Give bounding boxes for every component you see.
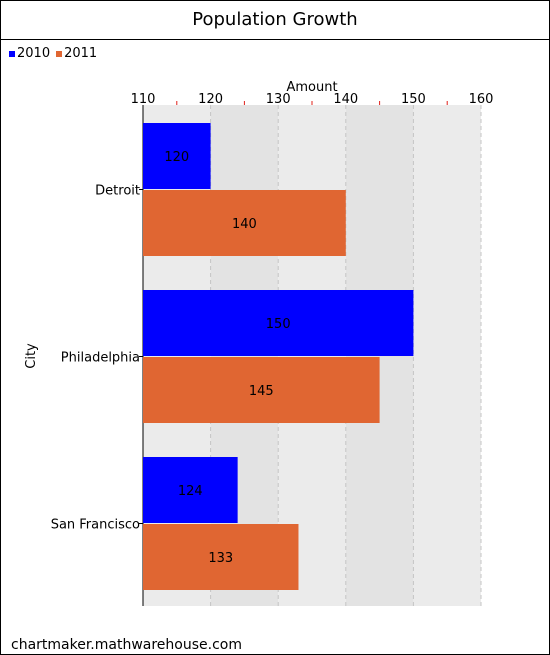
category-label-detroit: Detroit	[95, 184, 140, 199]
bar-philadelphia-2010	[143, 290, 414, 356]
category-label-san-francisco: San Francisco	[51, 518, 140, 533]
bar-philadelphia-2011	[143, 357, 380, 423]
x-tick-label-160: 160	[469, 92, 494, 107]
category-label-philadelphia: Philadelphia	[61, 351, 140, 366]
bar-label-philadelphia-2011: 145	[249, 384, 274, 399]
legend-label-2011: 2011	[64, 46, 98, 61]
legend-item-2010: 2010	[9, 46, 50, 61]
legend-label-2010: 2010	[17, 46, 51, 61]
legend-swatch-2010	[9, 50, 15, 57]
x-tick-label-120: 120	[198, 92, 223, 107]
grid-band-4	[413, 105, 481, 606]
x-tick-label-110: 110	[131, 92, 156, 107]
bar-detroit-2011	[143, 190, 346, 256]
legend-item-2011: 2011	[56, 46, 97, 61]
legend-swatch-2011	[56, 50, 63, 57]
title-bar: Population Growth	[1, 1, 549, 40]
bar-san-francisco-2011	[143, 524, 299, 590]
chart-title: Population Growth	[192, 9, 358, 30]
bar-san-francisco-2010	[143, 457, 238, 523]
bar-label-detroit-2010: 120	[164, 150, 189, 165]
bar-label-detroit-2011: 140	[232, 217, 257, 232]
y-axis-title: City	[24, 343, 39, 369]
bar-label-san-francisco-2010: 124	[178, 484, 203, 499]
bar-detroit-2010	[143, 123, 211, 189]
bar-label-philadelphia-2010: 150	[266, 317, 291, 332]
x-tick-label-140: 140	[333, 92, 358, 107]
x-axis-title: Amount	[286, 80, 337, 95]
bar-label-san-francisco-2011: 133	[208, 551, 233, 566]
x-tick-label-130: 130	[266, 92, 291, 107]
x-tick-label-150: 150	[401, 92, 426, 107]
legend: 2010 2011	[9, 46, 97, 61]
footer-credit: chartmaker.mathwarehouse.com	[11, 637, 242, 653]
